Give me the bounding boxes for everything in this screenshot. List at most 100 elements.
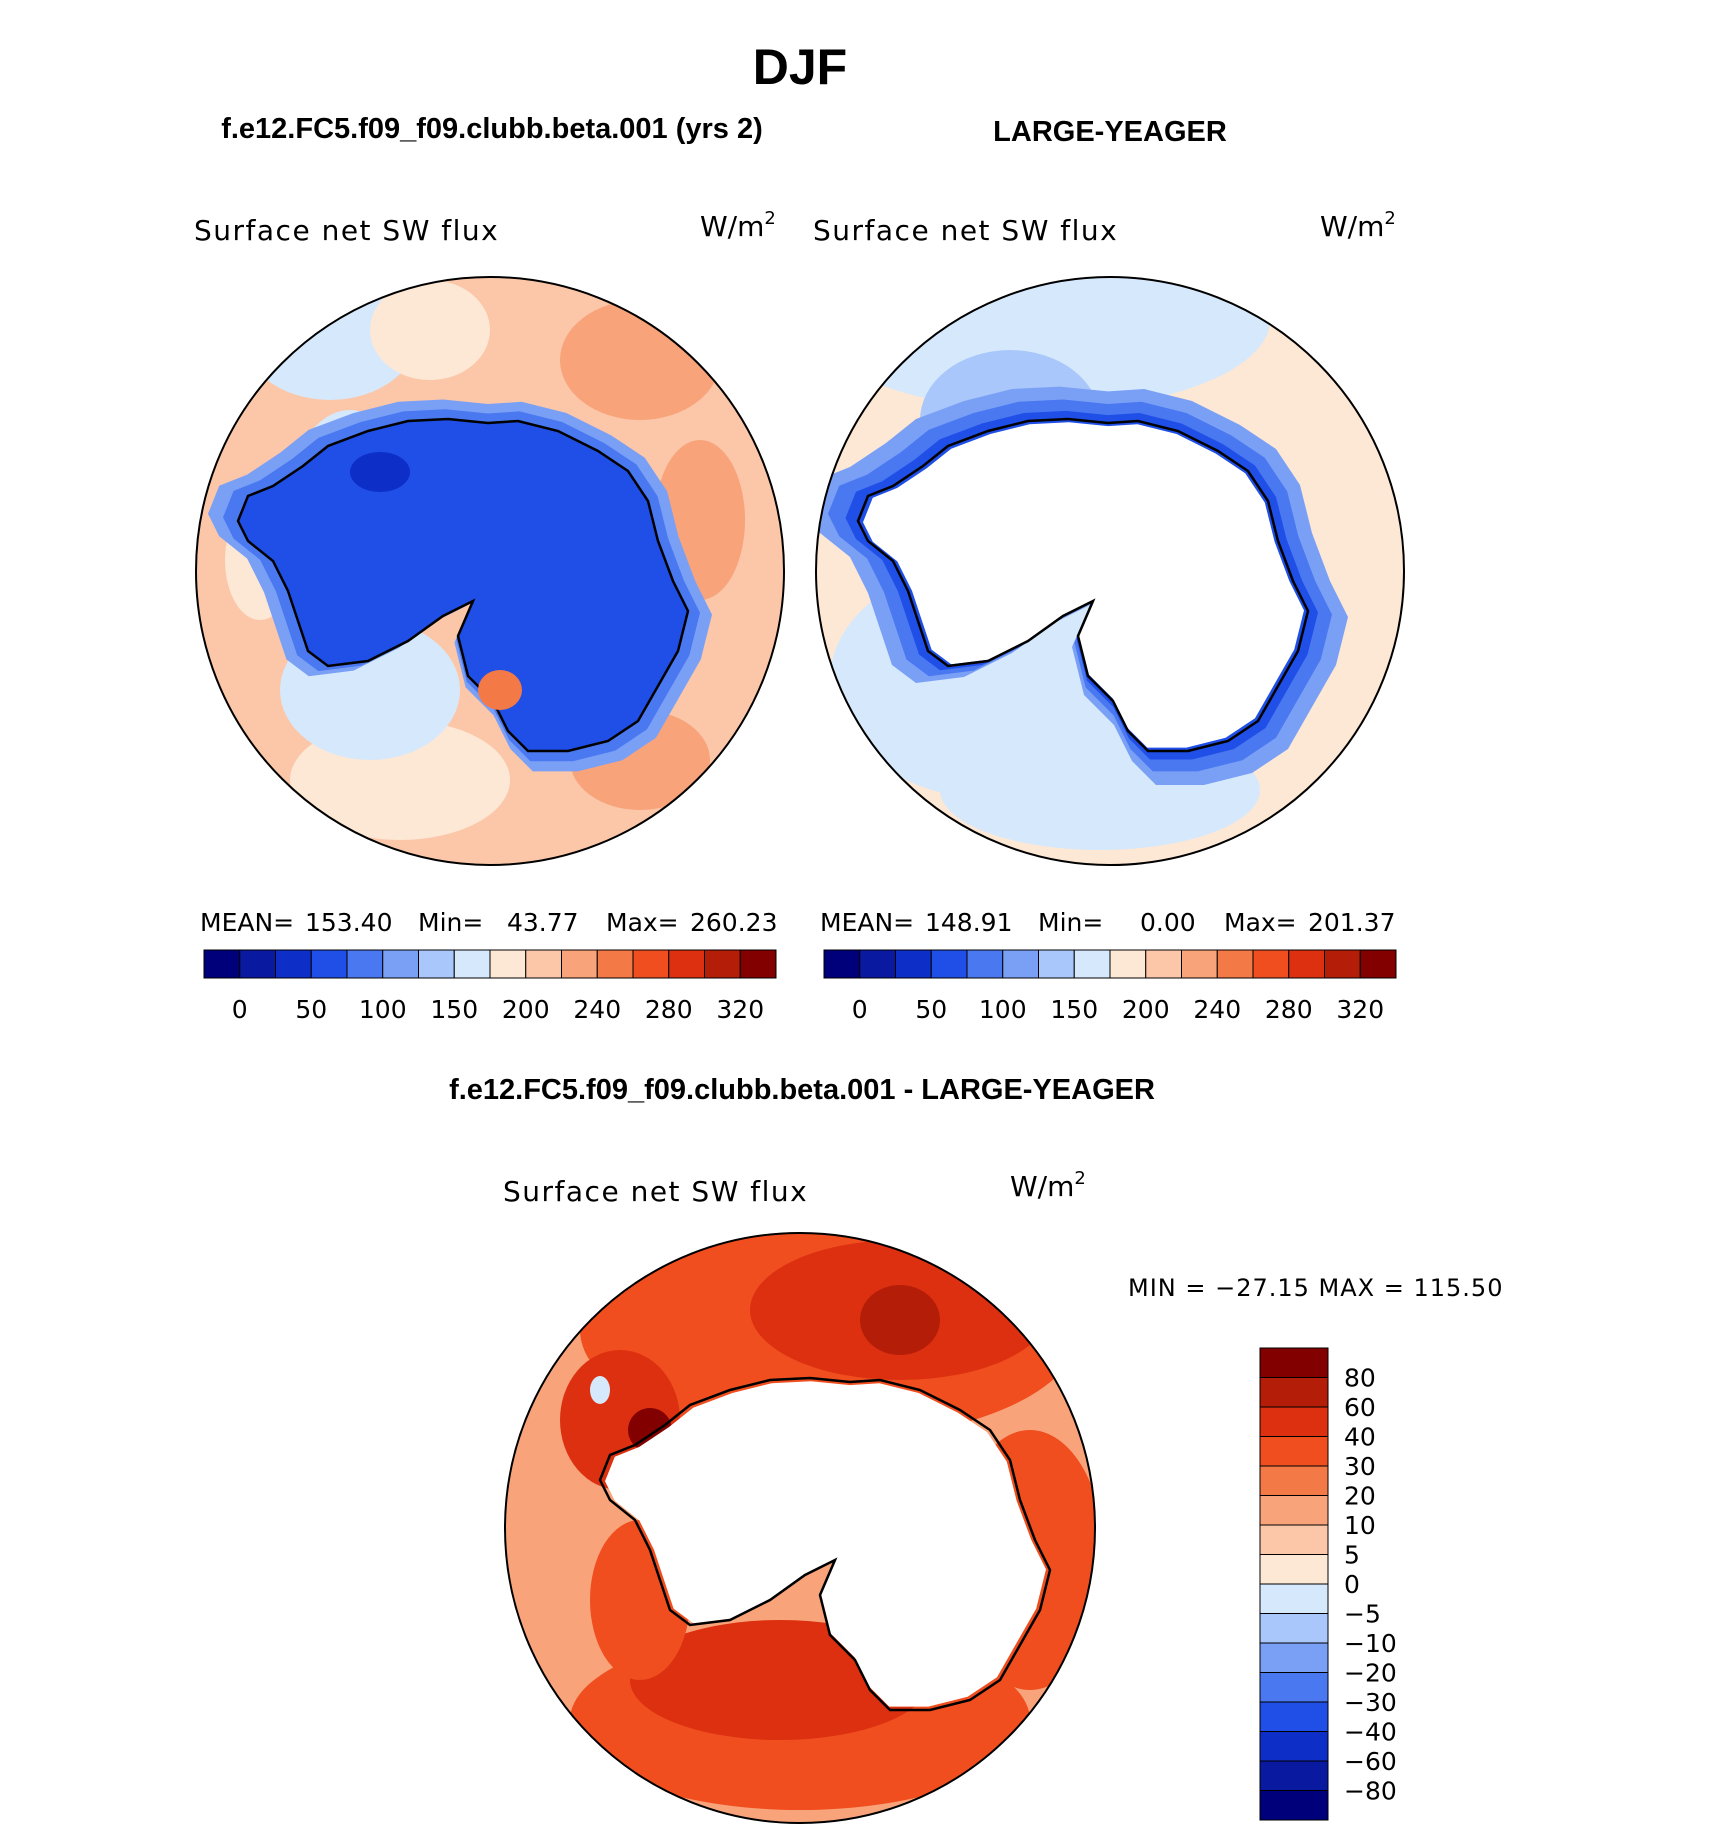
colorbar-obs-swatch (930, 949, 968, 979)
panel-model-units: W/m2 (700, 208, 776, 243)
colorbar-obs-swatch (1109, 949, 1147, 979)
colorbar-model-tick-label: 200 (502, 995, 550, 1024)
colorbar-model-swatch (239, 949, 276, 979)
colorbar-obs-swatch (1002, 949, 1039, 979)
panel-diff-minmax: MIN = −27.15 MAX = 115.50 (1128, 1274, 1503, 1302)
colorbar-diff-swatch (1259, 1790, 1329, 1821)
colorbar-obs-tick-label: 50 (915, 995, 947, 1024)
colorbar-model-swatch (668, 949, 705, 979)
colorbar-model-swatch (418, 949, 455, 979)
colorbar-obs-swatch (966, 949, 1004, 979)
svg-text:43.77: 43.77 (507, 908, 579, 937)
colorbar-obs-tick-label: 150 (1050, 995, 1098, 1024)
colorbar-diff-swatch (1259, 1672, 1329, 1703)
colorbar-model-swatch (489, 949, 527, 979)
colorbar-diff-tick-label: 10 (1344, 1511, 1376, 1540)
colorbar-diff-swatch (1259, 1436, 1329, 1467)
colorbar-diff-tick-label: 40 (1344, 1423, 1376, 1452)
colorbar-obs-tick-label: 320 (1336, 995, 1384, 1024)
colorbar-model-labels: 0 50 100 150 200 240 280 320 (232, 995, 764, 1024)
svg-text:153.40: 153.40 (305, 908, 392, 937)
panel-obs: LARGE-YEAGER Surface net SW flux W/m2 ME… (813, 116, 1405, 1024)
colorbar-model-tick-label: 280 (645, 995, 693, 1024)
colorbar-diff-swatch (1259, 1406, 1329, 1437)
svg-text:Max=: Max= (606, 908, 679, 937)
colorbar-model (203, 949, 777, 979)
colorbar-obs-swatch (1359, 949, 1397, 979)
colorbar-diff-swatch (1259, 1701, 1329, 1732)
colorbar-model-swatch (382, 949, 419, 979)
svg-text:148.91: 148.91 (925, 908, 1012, 937)
panel-model-case-title: f.e12.FC5.f09_f09.clubb.beta.001 (yrs 2) (221, 113, 763, 145)
svg-text:260.23: 260.23 (690, 908, 777, 937)
colorbar-model-swatch (561, 949, 598, 979)
svg-text:Min=: Min= (418, 908, 483, 937)
svg-text:MEAN=: MEAN= (820, 908, 914, 937)
colorbar-obs-tick-label: 0 (852, 995, 868, 1024)
colorbar-model-swatch (346, 949, 384, 979)
colorbar-diff (1259, 1347, 1329, 1821)
colorbar-diff-swatch (1259, 1642, 1329, 1673)
svg-text:Max=: Max= (1224, 908, 1297, 937)
colorbar-diff-tick-label: 60 (1344, 1393, 1376, 1422)
colorbar-diff-tick-label: −30 (1344, 1688, 1397, 1717)
colorbar-model-swatch (704, 949, 741, 979)
colorbar-model-tick-label: 0 (232, 995, 248, 1024)
colorbar-diff-swatch (1259, 1583, 1329, 1614)
colorbar-model-tick-label: 150 (430, 995, 478, 1024)
svg-text:MEAN=: MEAN= (200, 908, 294, 937)
panel-diff-case-title: f.e12.FC5.f09_f09.clubb.beta.001 - LARGE… (449, 1074, 1155, 1106)
colorbar-obs-tick-label: 240 (1193, 995, 1241, 1024)
panel-diff-variable: Surface net SW flux (503, 1175, 808, 1208)
panel-obs-case-title: LARGE-YEAGER (993, 116, 1227, 148)
colorbar-diff-tick-label: −10 (1344, 1629, 1397, 1658)
colorbar-obs-swatch (1073, 949, 1111, 979)
colorbar-diff-tick-label: −20 (1344, 1659, 1397, 1688)
colorbar-diff-tick-label: 20 (1344, 1482, 1376, 1511)
colorbar-diff-tick-label: 80 (1344, 1364, 1376, 1393)
panel-obs-variable: Surface net SW flux (813, 214, 1118, 247)
colorbar-obs-swatch (1181, 949, 1218, 979)
colorbar-obs-swatch (1145, 949, 1182, 979)
colorbar-obs-tick-label: 100 (979, 995, 1027, 1024)
colorbar-diff-swatch (1259, 1760, 1329, 1791)
colorbar-diff-tick-label: 0 (1344, 1570, 1360, 1599)
colorbar-diff-tick-label: −40 (1344, 1718, 1397, 1747)
map-diff (505, 1233, 1095, 1823)
colorbar-model-tick-label: 100 (359, 995, 407, 1024)
panel-obs-stats: MEAN= 148.91 Min= 0.00 Max= 201.37 (820, 908, 1395, 937)
colorbar-obs-tick-label: 200 (1122, 995, 1170, 1024)
panel-obs-units: W/m2 (1320, 208, 1396, 243)
colorbar-diff-tick-label: −5 (1344, 1600, 1381, 1629)
colorbar-obs-swatch (1324, 949, 1361, 979)
colorbar-diff-tick-label: 30 (1344, 1452, 1376, 1481)
colorbar-diff-swatch (1259, 1554, 1329, 1585)
colorbar-obs-swatch (1216, 949, 1254, 979)
colorbar-model-swatch (596, 949, 634, 979)
colorbar-model-swatch (632, 949, 670, 979)
panel-diff: f.e12.FC5.f09_f09.clubb.beta.001 - LARGE… (449, 1074, 1503, 1824)
colorbar-diff-swatch (1259, 1465, 1329, 1496)
colorbar-obs-labels: 0 50 100 150 200 240 280 320 (852, 995, 1384, 1024)
colorbar-diff-swatch (1259, 1495, 1329, 1526)
colorbar-diff-swatch (1259, 1524, 1329, 1555)
colorbar-obs-swatch (823, 949, 861, 979)
colorbar-obs-swatch (1252, 949, 1290, 979)
colorbar-obs-swatch (1288, 949, 1325, 979)
panel-diff-units: W/m2 (1010, 1168, 1086, 1203)
colorbar-model-swatch (453, 949, 491, 979)
colorbar-diff-tick-label: 5 (1344, 1541, 1360, 1570)
colorbar-obs-tick-label: 280 (1265, 995, 1313, 1024)
colorbar-model-tick-label: 50 (295, 995, 327, 1024)
colorbar-obs-swatch (1038, 949, 1075, 979)
figure-title: DJF (753, 39, 847, 95)
colorbar-diff-swatch (1259, 1347, 1329, 1378)
colorbar-model-swatch (310, 949, 348, 979)
colorbar-diff-tick-label: −80 (1344, 1777, 1397, 1806)
colorbar-diff-swatch (1259, 1377, 1329, 1408)
colorbar-obs-swatch (895, 949, 932, 979)
colorbar-diff-tick-label: −60 (1344, 1747, 1397, 1776)
colorbar-model-swatch (525, 949, 562, 979)
